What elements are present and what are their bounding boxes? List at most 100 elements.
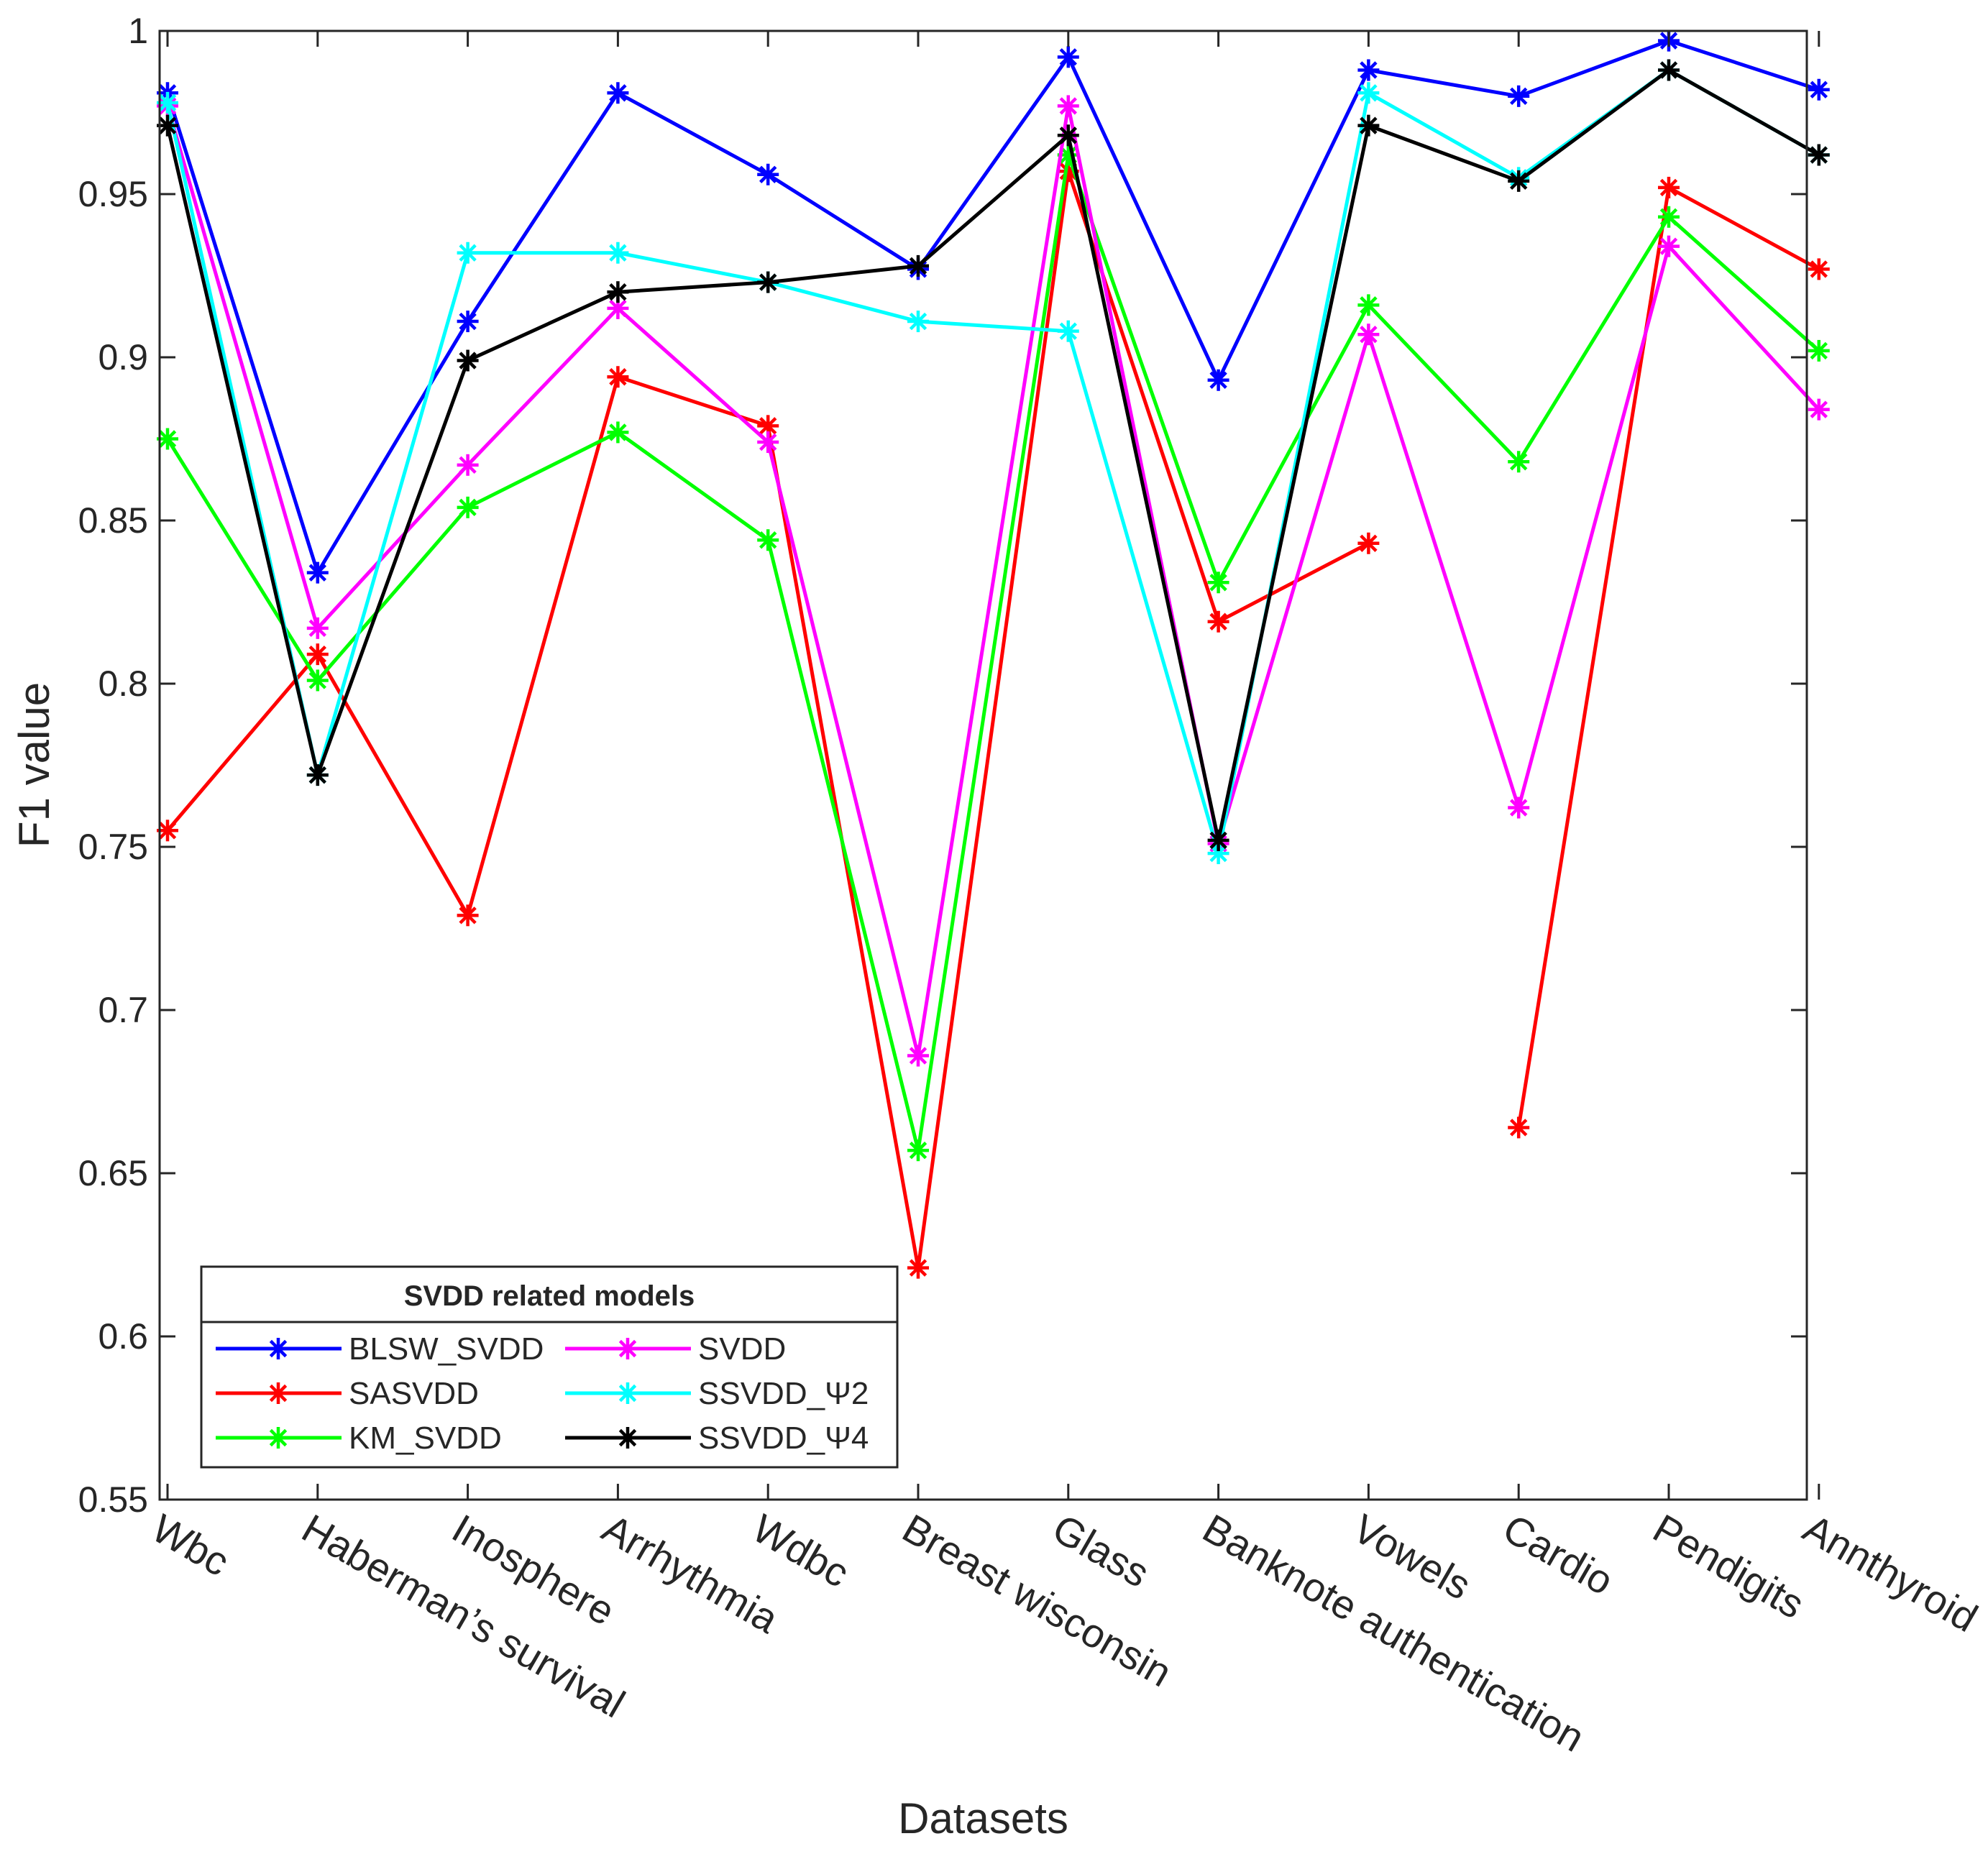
- x-tick-label-cardio: Cardio: [1495, 1505, 1621, 1604]
- data-point-ssvdd-4-haberman-s-survival: [306, 764, 329, 786]
- data-point-km-svdd-wdbc: [757, 529, 779, 551]
- legend-marker: [617, 1338, 638, 1359]
- marker-stroke: [1059, 127, 1077, 144]
- data-point-sasvdd-banknote-authentication: [1207, 610, 1229, 633]
- y-tick-label: 0.65: [78, 1153, 148, 1193]
- marker-stroke: [909, 1259, 927, 1277]
- marker-stroke: [1209, 371, 1227, 389]
- legend-label: SSVDD_Ψ4: [698, 1421, 869, 1456]
- marker-stroke: [1659, 208, 1678, 226]
- data-point-sasvdd-wbc: [157, 820, 178, 842]
- data-point-blsw-svdd-annthyroid: [1808, 78, 1830, 101]
- y-tick-label: 0.8: [98, 664, 148, 704]
- marker-stroke: [459, 456, 477, 474]
- series-sasvdd: [1508, 176, 1830, 1139]
- data-point-ssvdd-2-inosphere: [457, 242, 479, 264]
- data-point-sasvdd-arrhythmia: [607, 366, 629, 388]
- data-point-km-svdd-cardio: [1508, 451, 1530, 473]
- x-tick-label-wdbc: Wdbc: [745, 1505, 856, 1596]
- marker-stroke: [909, 1142, 927, 1160]
- legend-entry-sasvdd: SASVDD: [216, 1376, 479, 1411]
- legend-label: SSVDD_Ψ2: [698, 1376, 869, 1411]
- series-layer: [157, 29, 1830, 1279]
- data-point-sasvdd-haberman-s-survival: [306, 643, 329, 666]
- data-point-svdd-inosphere: [457, 454, 479, 476]
- data-point-sasvdd-inosphere: [457, 904, 479, 927]
- data-point-svdd-vowels: [1357, 323, 1380, 346]
- legend-label: SVDD: [698, 1331, 786, 1367]
- marker-stroke: [1360, 84, 1378, 102]
- series-line-svdd: [165, 104, 1820, 1058]
- marker-stroke: [1360, 116, 1378, 134]
- marker-stroke: [459, 907, 477, 924]
- legend-label: KM_SVDD: [349, 1421, 502, 1456]
- data-point-ssvdd-2-breast-wisconsin: [907, 311, 929, 333]
- data-point-svdd-annthyroid: [1808, 398, 1830, 421]
- marker-stroke: [609, 283, 627, 301]
- legend-entry-ssvdd-2: SSVDD_Ψ2: [565, 1376, 869, 1411]
- marker-stroke: [1059, 48, 1077, 66]
- legend-marker: [617, 1382, 638, 1404]
- data-point-blsw-svdd-vowels: [1357, 59, 1380, 81]
- marker-stroke: [158, 116, 177, 134]
- data-point-svdd-pendigits: [1658, 235, 1680, 257]
- legend-marker: [617, 1427, 638, 1449]
- marker-stroke: [308, 645, 326, 664]
- data-point-ssvdd-4-inosphere: [457, 349, 479, 372]
- marker-stroke: [1360, 61, 1378, 79]
- marker-stroke: [1360, 534, 1378, 552]
- series-blsw-svdd: [157, 29, 1830, 584]
- data-point-svdd-haberman-s-survival: [306, 617, 329, 639]
- y-tick-label: 0.6: [98, 1316, 148, 1357]
- data-point-ssvdd-4-cardio: [1508, 170, 1530, 192]
- marker-stroke: [1810, 81, 1828, 98]
- marker-stroke: [459, 312, 477, 331]
- marker-stroke: [269, 1339, 288, 1358]
- legend-marker: [267, 1382, 289, 1404]
- data-point-sasvdd-vowels: [1357, 532, 1380, 554]
- series-line-km-svdd: [165, 153, 1820, 1152]
- marker-stroke: [1659, 178, 1678, 197]
- data-point-km-svdd-haberman-s-survival: [306, 669, 329, 692]
- marker-stroke: [308, 619, 326, 638]
- data-point-sasvdd-breast-wisconsin: [907, 1257, 929, 1279]
- series-line-ssvdd-4: [165, 68, 1820, 843]
- series-svdd: [157, 95, 1830, 1067]
- y-tick-label: 1: [128, 11, 148, 51]
- marker-stroke: [609, 244, 627, 262]
- marker-stroke: [1810, 400, 1828, 418]
- marker-stroke: [759, 165, 777, 183]
- data-point-svdd-glass: [1057, 95, 1079, 117]
- marker-stroke: [1360, 296, 1378, 314]
- legend-label: SASVDD: [349, 1376, 479, 1411]
- marker-stroke: [759, 433, 777, 451]
- data-point-km-svdd-arrhythmia: [607, 421, 629, 444]
- marker-stroke: [1510, 87, 1528, 105]
- marker-stroke: [308, 564, 326, 582]
- series-line-ssvdd-2: [165, 68, 1820, 855]
- data-point-blsw-svdd-haberman-s-survival: [306, 561, 329, 584]
- axes-box: [158, 29, 1808, 1501]
- x-tick-label-breast-wisconsin: Breast wisconsin: [895, 1505, 1179, 1696]
- data-point-ssvdd-4-annthyroid: [1808, 144, 1830, 166]
- legend-box: [200, 1265, 899, 1469]
- legend-entry-svdd: SVDD: [565, 1331, 786, 1367]
- data-point-sasvdd-wdbc: [757, 415, 779, 437]
- y-tick-label: 0.9: [98, 337, 148, 377]
- data-point-ssvdd-4-breast-wisconsin: [907, 254, 929, 277]
- x-tick-label-wbc: Wbc: [145, 1505, 237, 1585]
- legend-entry-km-svdd: KM_SVDD: [216, 1421, 502, 1456]
- marker-stroke: [609, 423, 627, 441]
- marker-stroke: [1360, 326, 1378, 344]
- x-axis-title: Datasets: [898, 1794, 1068, 1842]
- data-point-km-svdd-banknote-authentication: [1207, 572, 1229, 594]
- y-tick-label: 0.85: [78, 500, 148, 541]
- data-point-ssvdd-4-banknote-authentication: [1207, 829, 1229, 851]
- data-point-svdd-wdbc: [757, 431, 779, 454]
- marker-stroke: [759, 417, 777, 435]
- marker-stroke: [459, 498, 477, 517]
- data-point-sasvdd-cardio: [1508, 1116, 1530, 1139]
- legend-title: SVDD related models: [404, 1280, 695, 1312]
- data-point-blsw-svdd-arrhythmia: [607, 82, 629, 104]
- data-point-km-svdd-pendigits: [1658, 206, 1680, 228]
